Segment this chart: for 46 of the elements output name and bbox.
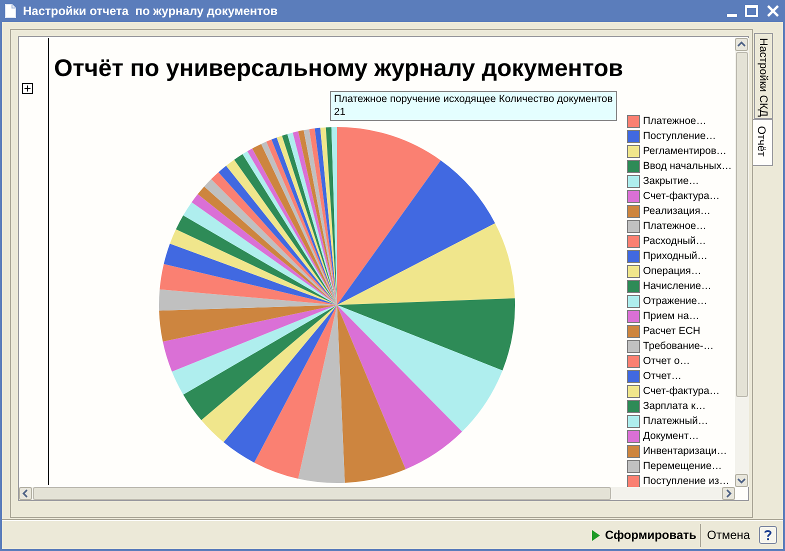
legend-label: Расходный… [643, 236, 706, 247]
pie-slice [159, 305, 337, 342]
text: Отмена [707, 528, 750, 542]
legend-label: Счет-фактура… [643, 191, 720, 202]
pie-slice [337, 298, 515, 371]
pie-slice [337, 305, 502, 432]
text: Настройки отчета по журналу документов [23, 4, 278, 18]
text: Платежное поручение исходящее Количество документов 21 [330, 91, 617, 121]
legend-label: Расчет ЕСН [643, 326, 700, 337]
legend-label: Отчет… [643, 371, 682, 382]
pie-slice [201, 305, 337, 442]
pie-slice [159, 289, 337, 311]
legend-label: Перемещение… [643, 461, 722, 472]
legend-label: Требование-… [643, 341, 714, 352]
legend-label: Реализация… [643, 206, 711, 217]
tab: Отчёт [753, 119, 773, 166]
legend-label: Документ… [643, 431, 699, 442]
pie-slice [224, 305, 337, 463]
legend-label: Регламентиров… [643, 146, 727, 157]
text: Сформировать [605, 528, 696, 542]
legend-label: Платежный… [643, 416, 708, 427]
pie-slice [160, 264, 337, 305]
pie-slice [172, 305, 337, 395]
legend-label: Зарплата к… [643, 401, 706, 412]
legend-label: Инвентаризаци… [643, 446, 728, 457]
legend-label: Платежное… [643, 221, 706, 232]
legend-label: Поступление из… [643, 476, 730, 487]
legend-label: Отражение… [643, 296, 708, 307]
legend-label: Операция… [643, 266, 702, 277]
legend-label: Закрытие… [643, 176, 700, 187]
chart-title: Отчёт по универсальному журналу документов [54, 55, 624, 83]
pie-slice [337, 305, 462, 470]
legend-label: Ввод начальных… [643, 161, 732, 172]
legend-label: Отчет о… [643, 356, 690, 367]
legend-label: Начисление… [643, 281, 712, 292]
legend-label: Платежное… [643, 116, 706, 127]
pie-slice [254, 305, 337, 479]
tab: Настройки СКД [754, 33, 773, 119]
pie-slice [337, 305, 406, 483]
pie-slice [183, 305, 337, 420]
legend-label: Поступление… [643, 131, 716, 142]
legend-label: Счет-фактура… [643, 386, 720, 397]
legend-label: Прием на… [643, 311, 700, 322]
pie-slice [170, 229, 337, 305]
pie-slice [162, 305, 337, 372]
legend-label: Приходный… [643, 251, 708, 262]
